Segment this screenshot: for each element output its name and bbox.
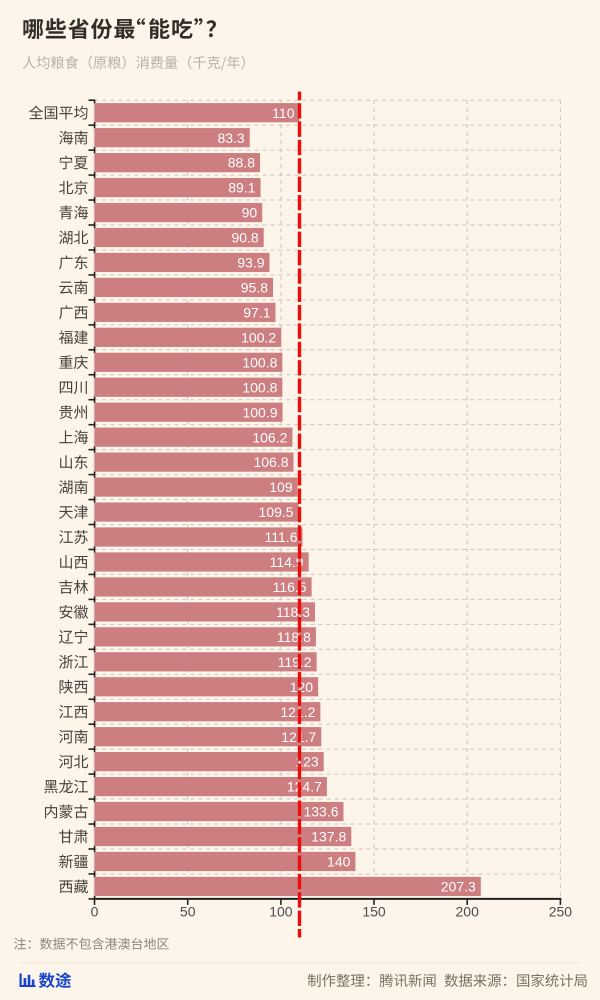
svg-text:90.8: 90.8 [231,230,258,246]
svg-text:140: 140 [327,854,351,870]
svg-text:250: 250 [549,904,573,920]
svg-text:133.6: 133.6 [303,804,338,820]
svg-text:137.8: 137.8 [311,829,346,845]
svg-text:88.8: 88.8 [228,155,255,171]
svg-text:114.9: 114.9 [270,554,304,570]
svg-text:0: 0 [91,904,99,920]
svg-text:93.9: 93.9 [237,255,264,271]
svg-text:119.2: 119.2 [278,654,312,670]
svg-text:100.8: 100.8 [242,379,277,395]
svg-text:150: 150 [362,904,386,920]
svg-text:200: 200 [456,904,480,920]
svg-text:50: 50 [180,904,196,920]
svg-text:110: 110 [272,105,295,121]
svg-text:118.8: 118.8 [277,629,311,645]
svg-text:100.8: 100.8 [242,354,277,370]
svg-text:95.8: 95.8 [241,280,268,296]
svg-text:106.8: 106.8 [253,454,288,470]
svg-text:100.9: 100.9 [242,404,277,420]
svg-text:120: 120 [290,679,314,695]
svg-text:123: 123 [295,754,319,770]
svg-text:124.7: 124.7 [287,779,322,795]
svg-text:116.5: 116.5 [273,579,307,595]
svg-text:89.1: 89.1 [228,180,255,196]
svg-text:207.3: 207.3 [441,879,476,895]
svg-text:109: 109 [269,479,293,495]
svg-text:106.2: 106.2 [252,429,287,445]
svg-text:109.5: 109.5 [259,504,294,520]
svg-text:111.6: 111.6 [265,529,298,545]
svg-text:97.1: 97.1 [243,305,270,321]
svg-text:118.3: 118.3 [276,604,310,620]
svg-text:100.2: 100.2 [241,329,276,345]
svg-text:100: 100 [269,904,293,920]
svg-text:90: 90 [242,205,258,221]
svg-text:83.3: 83.3 [217,130,244,146]
